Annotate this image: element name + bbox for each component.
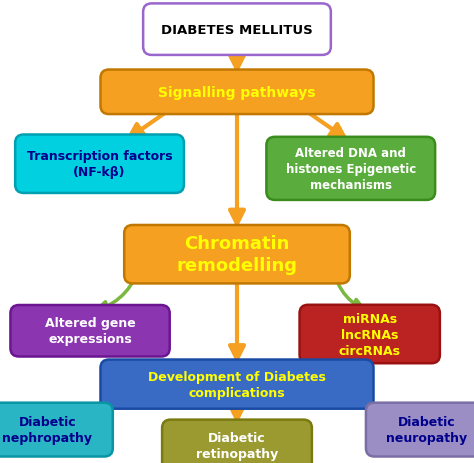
Text: Diabetic
retinopathy: Diabetic retinopathy: [196, 431, 278, 460]
Text: Diabetic
neuropathy: Diabetic neuropathy: [386, 415, 467, 444]
FancyBboxPatch shape: [100, 360, 374, 409]
Text: miRNAs
lncRNAs
circRNAs: miRNAs lncRNAs circRNAs: [339, 312, 401, 357]
FancyBboxPatch shape: [143, 4, 331, 56]
FancyBboxPatch shape: [162, 419, 312, 463]
FancyBboxPatch shape: [124, 225, 350, 284]
FancyBboxPatch shape: [15, 135, 184, 194]
FancyBboxPatch shape: [100, 70, 374, 115]
Text: Chromatin
remodelling: Chromatin remodelling: [176, 235, 298, 275]
Text: Development of Diabetes
complications: Development of Diabetes complications: [148, 370, 326, 399]
Text: Transcription factors
(NF-kβ): Transcription factors (NF-kβ): [27, 150, 173, 179]
Text: Diabetic
nephropathy: Diabetic nephropathy: [2, 415, 92, 444]
FancyBboxPatch shape: [10, 306, 170, 357]
Text: DIABETES MELLITUS: DIABETES MELLITUS: [161, 24, 313, 37]
FancyBboxPatch shape: [300, 305, 440, 363]
FancyBboxPatch shape: [366, 403, 474, 457]
Text: Altered DNA and
histones Epigenetic
mechanisms: Altered DNA and histones Epigenetic mech…: [286, 147, 416, 191]
Text: Altered gene
expressions: Altered gene expressions: [45, 317, 136, 345]
FancyBboxPatch shape: [0, 403, 113, 457]
Text: Signalling pathways: Signalling pathways: [158, 86, 316, 100]
FancyBboxPatch shape: [266, 138, 435, 200]
